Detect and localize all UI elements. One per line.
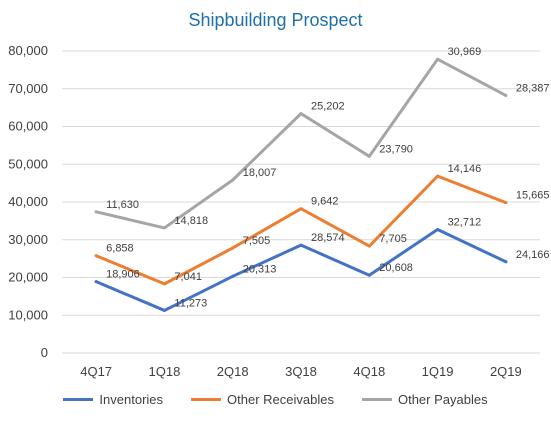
data-point <box>299 112 303 116</box>
data-point <box>367 244 371 248</box>
data-label: 9,642 <box>311 196 339 208</box>
data-label: 25,202 <box>311 101 345 113</box>
data-point <box>504 93 508 97</box>
y-tick-label: 30,000 <box>8 232 48 247</box>
data-point <box>94 280 98 284</box>
data-label: 11,273 <box>174 297 207 309</box>
x-tick-label: 3Q18 <box>285 364 317 379</box>
data-point <box>231 178 235 182</box>
series-line <box>94 228 508 312</box>
data-label: 24,166 <box>516 249 550 261</box>
y-tick-label: 20,000 <box>8 270 48 285</box>
data-label: 28,387 <box>516 82 550 94</box>
series-line <box>94 174 508 286</box>
data-point <box>436 228 440 232</box>
y-tick-label: 60,000 <box>8 119 48 134</box>
y-tick-label: 10,000 <box>8 307 48 322</box>
legend-label: Inventories <box>99 392 164 407</box>
data-label: 6,858 <box>106 243 134 255</box>
series-line <box>94 57 508 230</box>
data-label: 11,630 <box>106 199 139 211</box>
data-point <box>299 207 303 211</box>
legend-label: Other Receivables <box>227 392 334 407</box>
chart-title: Shipbuilding Prospect <box>188 10 363 30</box>
data-label: 7,505 <box>243 235 271 247</box>
y-tick-label: 0 <box>41 345 48 360</box>
data-label: 32,712 <box>448 217 482 229</box>
data-label: 18,007 <box>243 167 277 179</box>
data-label: 30,969 <box>448 46 482 58</box>
data-label: 20,608 <box>379 262 413 274</box>
legend-item: Inventories <box>63 392 163 407</box>
y-tick-label: 50,000 <box>8 156 48 171</box>
legend-swatch <box>191 398 222 401</box>
data-point <box>162 308 166 312</box>
y-tick-label: 70,000 <box>8 81 48 96</box>
data-label: 20,313 <box>243 263 277 275</box>
y-tick-label: 80,000 <box>8 43 48 58</box>
x-tick-label: 4Q17 <box>80 364 112 379</box>
data-label: 7,041 <box>174 271 202 283</box>
data-point <box>504 260 508 264</box>
data-label: 14,146 <box>448 163 482 175</box>
x-tick-label: 4Q18 <box>353 364 385 379</box>
x-tick-label: 2Q19 <box>490 364 522 379</box>
chart-legend: Inventories Other Receivables Other Payabl… <box>0 392 551 407</box>
data-point <box>299 243 303 247</box>
legend-item: Other Receivables <box>191 392 334 407</box>
data-label: 18,906 <box>106 269 140 281</box>
data-point <box>436 57 440 61</box>
data-point <box>231 246 235 250</box>
data-label: 14,818 <box>174 215 208 227</box>
y-tick-label: 40,000 <box>8 194 48 209</box>
data-point <box>367 154 371 158</box>
data-label: 7,705 <box>379 233 407 245</box>
legend-swatch <box>361 398 392 401</box>
data-point <box>94 254 98 258</box>
x-tick-label: 2Q18 <box>217 364 249 379</box>
data-label: 15,665 <box>516 190 550 202</box>
data-point <box>367 273 371 277</box>
legend-item: Other Payables <box>361 392 488 407</box>
data-point <box>94 210 98 214</box>
legend-label: Other Payables <box>397 392 488 407</box>
data-point <box>162 282 166 286</box>
data-point <box>504 201 508 205</box>
data-point <box>162 226 166 230</box>
data-label: 28,574 <box>311 232 345 244</box>
legend-swatch <box>63 398 94 401</box>
x-tick-label: 1Q19 <box>422 364 454 379</box>
data-point <box>436 174 440 178</box>
x-tick-label: 1Q18 <box>149 364 181 379</box>
data-point <box>231 274 235 278</box>
data-label: 23,790 <box>379 143 413 155</box>
